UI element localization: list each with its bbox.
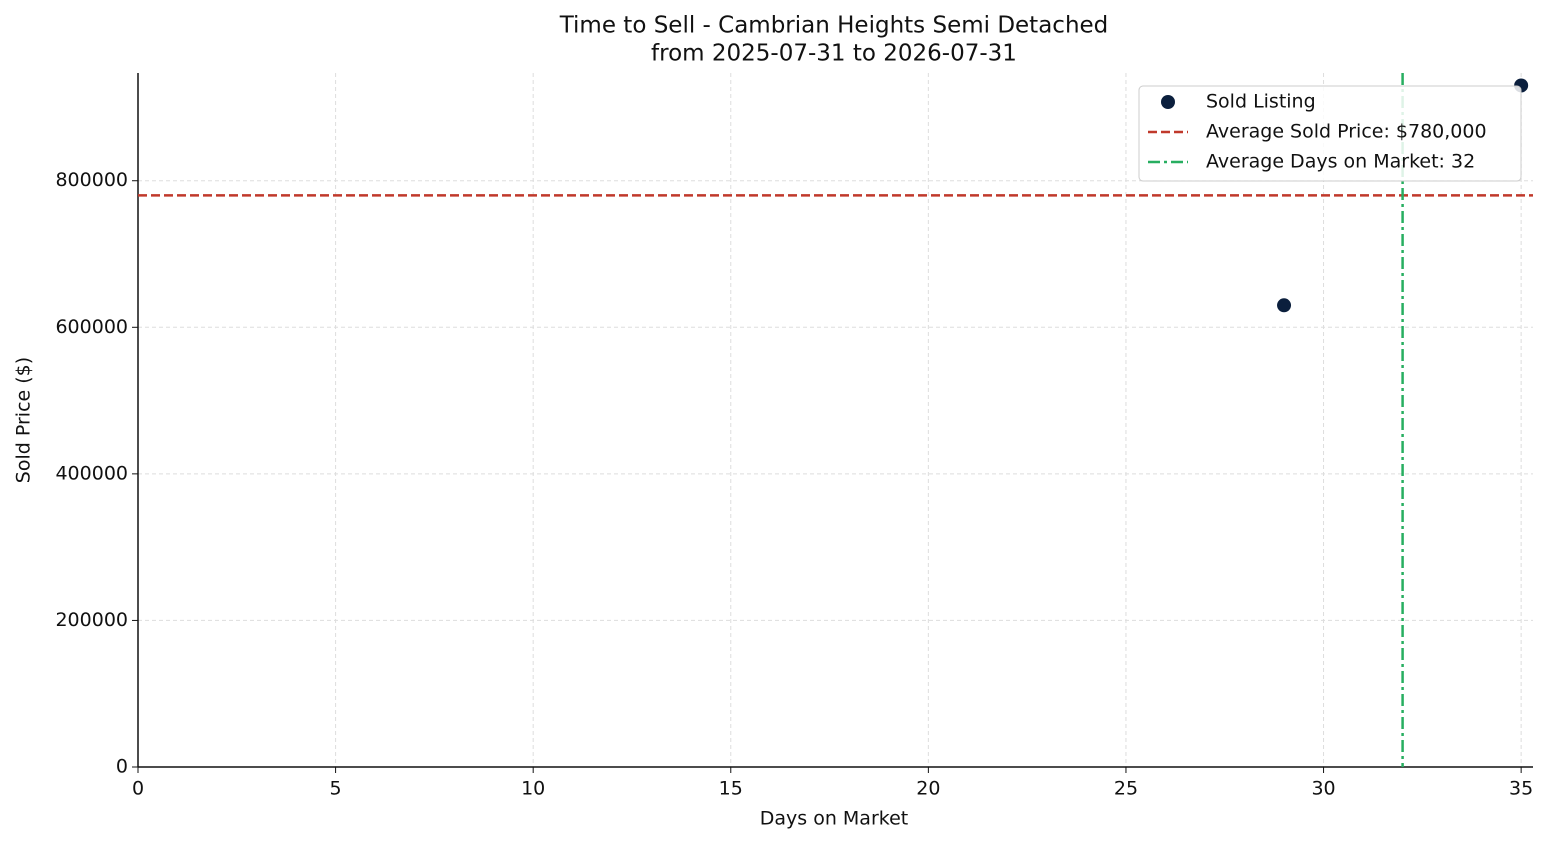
y-tick-label: 600000 — [55, 316, 128, 338]
x-tick-label: 25 — [1114, 778, 1138, 800]
legend-label: Average Sold Price: $780,000 — [1206, 121, 1487, 143]
legend-marker — [1161, 95, 1175, 109]
x-tick-label: 20 — [916, 778, 940, 800]
x-tick-label: 35 — [1509, 778, 1533, 800]
legend-box — [1138, 85, 1522, 182]
chart-title: Time to Sell - Cambrian Heights Semi Det… — [559, 13, 1109, 39]
legend-label: Sold Listing — [1206, 91, 1316, 113]
y-tick-label: 200000 — [55, 609, 128, 631]
y-tick-label: 800000 — [55, 169, 128, 191]
y-tick-label: 400000 — [55, 462, 128, 484]
x-axis-label: Days on Market — [760, 808, 908, 830]
x-tick-label: 0 — [132, 778, 144, 800]
chart-subtitle: from 2025-07-31 to 2026-07-31 — [651, 41, 1017, 67]
y-tick-label: 0 — [116, 756, 128, 778]
x-tick-label: 30 — [1311, 778, 1335, 800]
x-tick-label: 15 — [719, 778, 743, 800]
legend-label: Average Days on Market: 32 — [1206, 151, 1475, 173]
x-tick-label: 5 — [330, 778, 342, 800]
x-tick-label: 10 — [521, 778, 545, 800]
point — [1277, 298, 1292, 313]
y-axis-label: Sold Price ($) — [13, 357, 35, 483]
